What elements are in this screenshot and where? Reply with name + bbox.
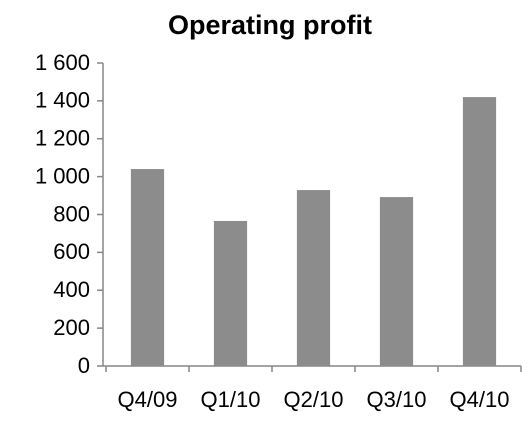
y-tick-label: 800 <box>53 201 90 226</box>
x-tick-label: Q2/10 <box>284 387 344 412</box>
y-tick-label: 0 <box>78 353 90 378</box>
x-tick-label: Q4/09 <box>118 387 178 412</box>
chart-title: Operating profit <box>168 10 372 40</box>
y-tick-label: 400 <box>53 277 90 302</box>
x-tick-label: Q3/10 <box>367 387 427 412</box>
y-tick-label: 1 600 <box>35 50 90 75</box>
y-tick-label: 600 <box>53 239 90 264</box>
bar <box>213 220 248 366</box>
x-tick-label: Q4/10 <box>450 387 510 412</box>
bar <box>462 97 497 367</box>
y-tick-label: 1 400 <box>35 88 90 113</box>
y-tick-label: 1 200 <box>35 126 90 151</box>
y-tick-label: 1 000 <box>35 163 90 188</box>
bar <box>130 169 165 366</box>
y-tick-label: 200 <box>53 315 90 340</box>
bar <box>296 190 331 366</box>
bar <box>379 197 414 366</box>
x-tick-label: Q1/10 <box>201 387 261 412</box>
